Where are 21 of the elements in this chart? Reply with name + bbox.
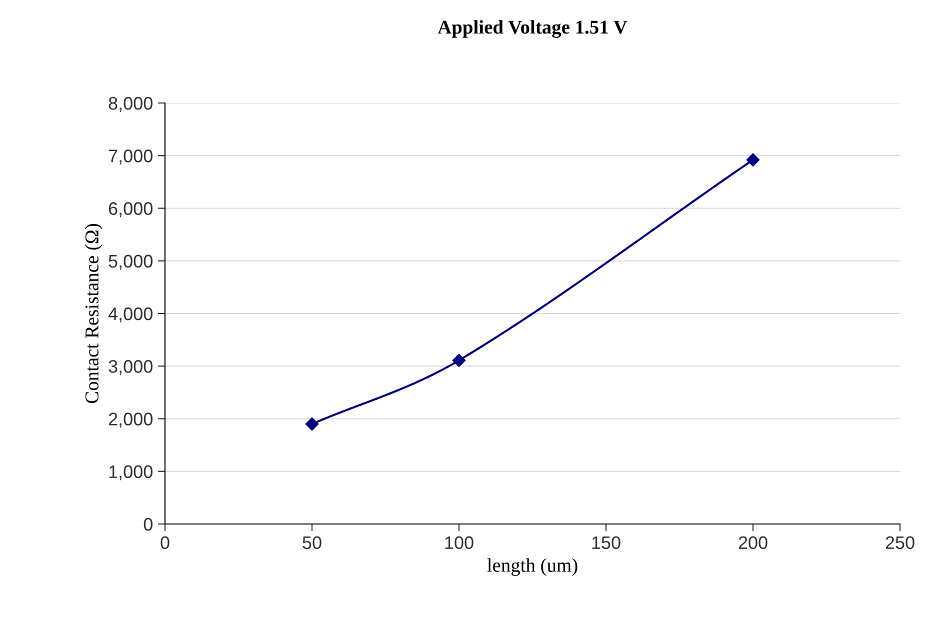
y-tick-label: 1,000: [109, 465, 152, 480]
y-tick-label: 4,000: [108, 307, 152, 322]
x-tick-label: 150: [592, 536, 620, 550]
x-tick-label: 250: [886, 536, 914, 550]
y-tick-label: 5,000: [108, 254, 152, 270]
x-axis-title: length (um): [487, 558, 578, 576]
point: [452, 354, 466, 367]
y-axis-title: Contact Resistance (Ω): [84, 224, 102, 404]
x-tick-label: 100: [445, 536, 474, 550]
y-tick-label: 6,000: [108, 202, 152, 218]
y-tick-label: 8,000: [108, 96, 152, 112]
y-tick-label: 7,000: [108, 150, 152, 164]
point: [746, 153, 760, 166]
chart-title: Applied Voltage 1.51 V: [438, 20, 628, 38]
x-tick-label: 0: [160, 536, 170, 550]
x-tick-label: 200: [738, 536, 768, 550]
y-tick-label: 2,000: [108, 412, 152, 428]
y-tick-label: 0: [144, 518, 152, 531]
y-tick-label: 3,000: [108, 360, 152, 375]
x-tick-label: 50: [302, 536, 322, 550]
point: [305, 417, 319, 431]
